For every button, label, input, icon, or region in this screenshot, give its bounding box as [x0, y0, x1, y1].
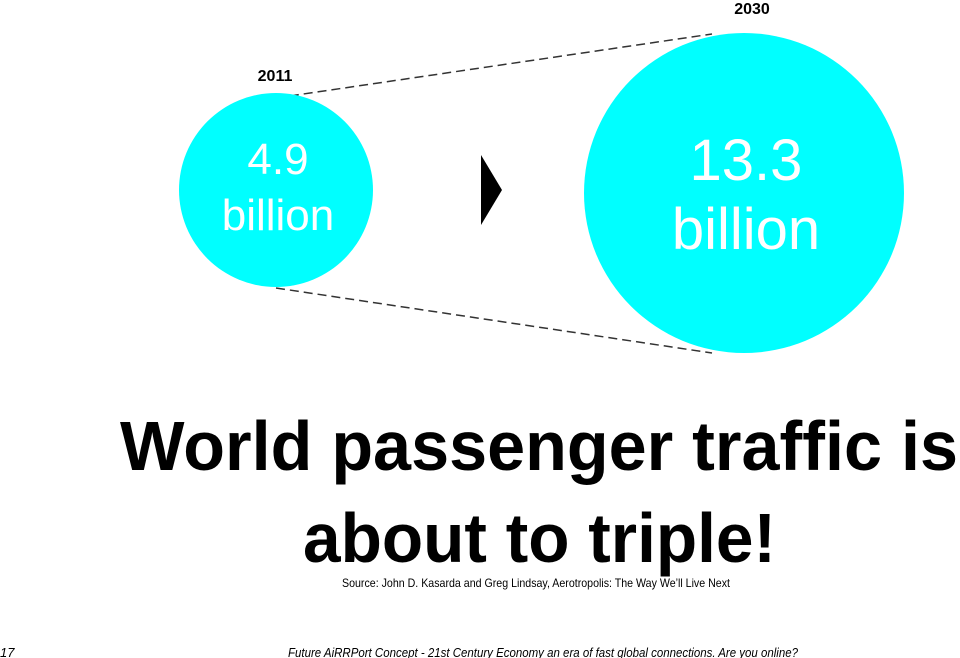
source: Source: John D. Kasarda and Greg Lindsay… — [342, 576, 731, 590]
circle-2011 — [179, 93, 373, 287]
year-label: 2011 — [258, 68, 293, 85]
headline: World passenger traffic is — [120, 407, 958, 485]
circle-value: 13.3 — [690, 128, 803, 193]
footer-text: Future AiRRPort Concept - 21st Century E… — [288, 645, 799, 658]
arrow — [481, 155, 502, 225]
circle-value: 4.9 — [247, 135, 308, 184]
circle-unit: billion — [672, 197, 820, 262]
year-label: 2030 — [734, 1, 770, 18]
dashed-connector — [275, 287, 713, 354]
headline: about to triple! — [303, 499, 776, 577]
circle-unit: billion — [222, 191, 335, 240]
dashed-connector — [275, 33, 713, 99]
page-number: 17 — [0, 645, 15, 658]
circle-2030 — [584, 33, 904, 353]
